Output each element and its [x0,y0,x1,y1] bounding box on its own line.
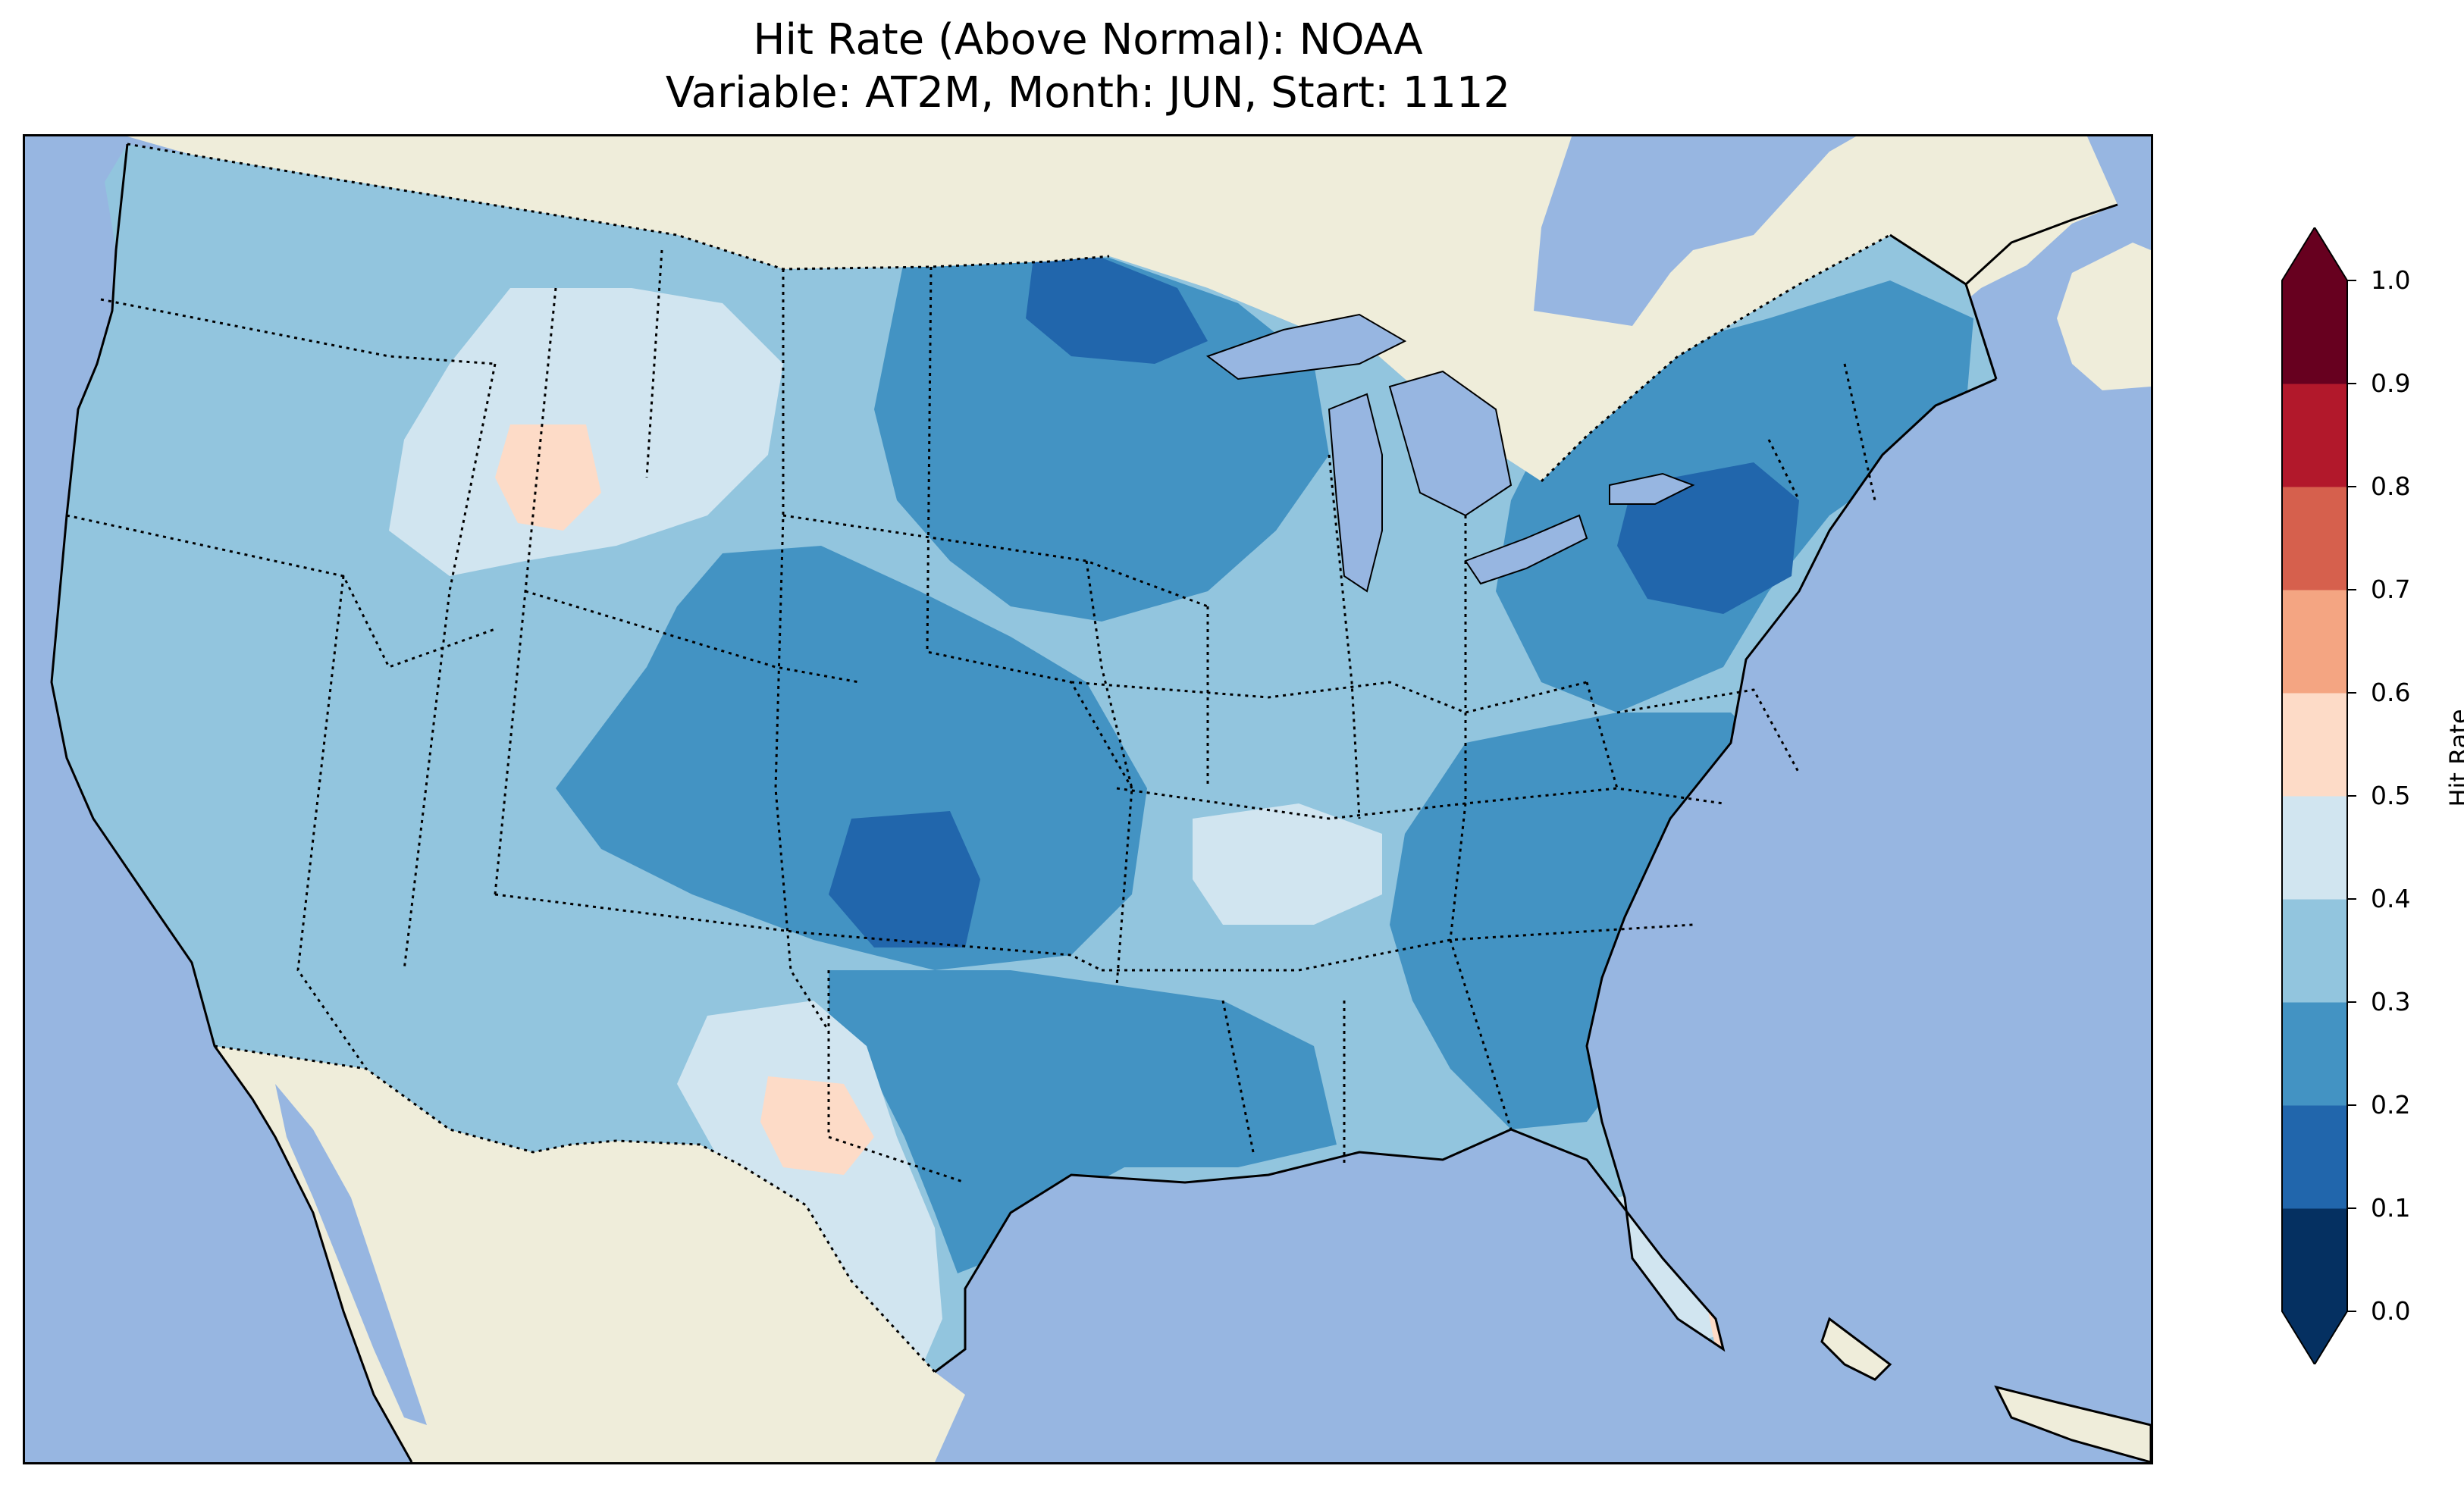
international-borders [127,143,1891,1373]
colorbar-tick-label: 0.8 [2371,471,2411,501]
map-canvas [25,136,2151,1462]
region-texas-trans-pecos-spot [760,1076,874,1175]
state-borders [66,249,1876,1184]
region-northern-plains-upper-midwest [874,258,1329,622]
colorbar-tick-label: 0.2 [2371,1090,2411,1120]
map-title-line-1: Hit Rate (Above Normal): NOAA [753,15,1423,64]
colorbar-tick-label: 0.4 [2371,884,2411,913]
region-west-texas [677,1001,942,1372]
colorbar-extend-over [2282,227,2347,280]
colorbar-tick-label: 0.9 [2371,368,2411,398]
region-idaho-spot [495,424,601,531]
region-central-plains-colorado-kansas [556,546,1147,970]
great-lakes [1205,313,1695,593]
region-illinois-indiana [1193,803,1382,925]
colorbar-bin-0.9-1 [2282,280,2347,384]
map-title-line-2: Variable: AT2M, Month: JUN, Start: 1112 [665,68,1511,117]
colorbar-tick-label: 0.5 [2371,781,2411,810]
colorbar-bin-0.3-0.4 [2282,899,2347,1003]
colorbar-tick-label: 0.0 [2371,1296,2411,1326]
colorbar-tick-label: 0.1 [2371,1193,2411,1223]
colorbar-bin-0.2-0.3 [2282,1002,2347,1106]
lake-michigan [1328,393,1383,593]
colorbar-label: Hit Rate [2444,709,2464,807]
colorbar-bin-0.4-0.5 [2282,796,2347,900]
colorbar-tick-label: 0.6 [2371,678,2411,707]
map-panel [23,134,2153,1464]
colorbar-bin-0.8-0.9 [2282,384,2347,487]
lake-ontario [1609,472,1695,505]
colorbar-extend-under [2282,1311,2347,1364]
canada-land [127,136,2151,481]
lake-superior [1205,313,1407,381]
lake-huron [1388,370,1513,517]
colorbar-bin-0.1-0.2 [2282,1105,2347,1209]
mexico-land [215,1046,965,1462]
region-southern-plains-texas-oklahoma [829,970,1337,1273]
region-colorado-core [829,811,980,947]
colorbar-tick-label: 0.7 [2371,575,2411,604]
colorbar [2281,227,2356,1364]
colorbar-bin-0.6-0.7 [2282,590,2347,694]
colorbar-bin-0.5-0.6 [2282,693,2347,797]
colorbar-bin-0.7-0.8 [2282,487,2347,590]
colorbar-tick-label: 1.0 [2371,265,2411,295]
coastlines [50,143,2118,1462]
caribbean-islands [1820,1317,2151,1462]
colorbar-tick-label: 0.3 [2371,987,2411,1016]
colorbar-bin-0-0.1 [2282,1208,2347,1312]
lake-erie [1464,514,1588,585]
region-red-river-north-dakota [1026,258,1208,364]
